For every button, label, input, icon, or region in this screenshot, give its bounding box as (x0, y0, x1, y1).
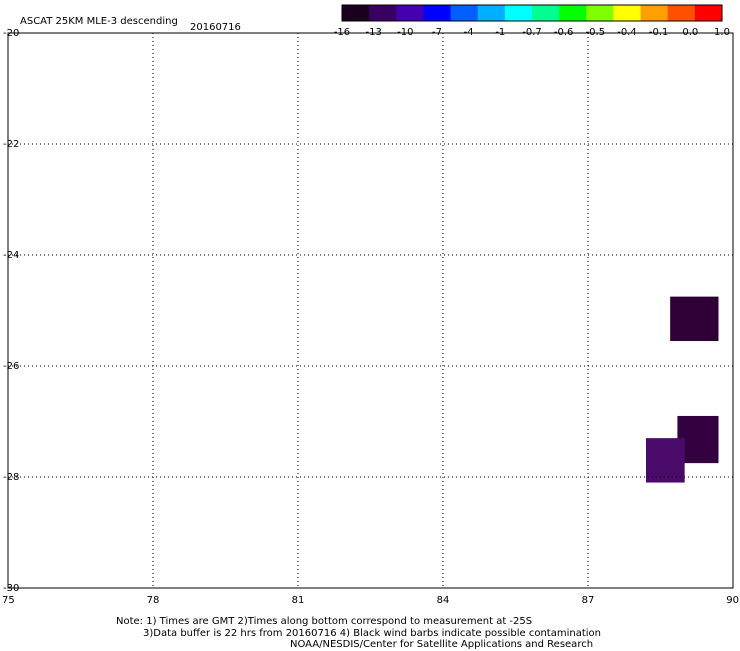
y-tick-label: -30 (3, 583, 19, 594)
x-axis: 75 78 81 84 87 90 (2, 595, 739, 606)
colorbar-swatch (640, 5, 669, 21)
x-tick-label: 87 (582, 595, 595, 606)
colorbar-swatch (450, 5, 479, 21)
chart-title: ASCAT 25KM MLE-3 descending (20, 16, 178, 27)
data-cell-2 (646, 438, 685, 483)
colorbar-swatch (369, 5, 397, 21)
colorbar-swatch (423, 5, 452, 21)
note-line-2: 3)Data buffer is 22 hrs from 20160716 4)… (143, 628, 601, 639)
data-cells (646, 296, 719, 483)
colorbar-swatch (532, 5, 560, 21)
plot-frame (7, 32, 734, 589)
colorbar-swatch (396, 5, 424, 21)
y-tick-label: -28 (3, 472, 19, 483)
colorbar-swatch (477, 5, 506, 21)
x-tick-label: 81 (292, 595, 305, 606)
y-tick-label: -26 (3, 361, 19, 372)
colorbar-swatch (559, 5, 587, 21)
y-tick-label: -20 (3, 28, 19, 39)
colorbar-swatch (504, 5, 533, 21)
colorbar-swatch (613, 5, 642, 21)
y-tick-label: -24 (3, 250, 19, 261)
colorbar-swatch (586, 5, 614, 21)
colorbar-swatch (694, 5, 723, 21)
x-tick-label: 84 (437, 595, 450, 606)
x-tick-label: 90 (726, 595, 739, 606)
note-line-3: NOAA/NESDIS/Center for Satellite Applica… (290, 639, 594, 650)
chart-date: 20160716 (190, 22, 241, 33)
colorbar-swatch (667, 5, 696, 21)
y-tick-label: -22 (3, 139, 19, 150)
y-axis: -20 -22 -24 -26 -28 -30 (3, 28, 19, 594)
x-tick-label: 78 (147, 595, 160, 606)
note-line-1: Note: 1) Times are GMT 2)Times along bot… (116, 616, 533, 627)
colorbar-swatch (342, 5, 370, 21)
grid (8, 33, 733, 588)
x-tick-label: 75 (2, 595, 15, 606)
data-cell-0 (670, 296, 719, 342)
colorbar-frame (341, 4, 723, 22)
